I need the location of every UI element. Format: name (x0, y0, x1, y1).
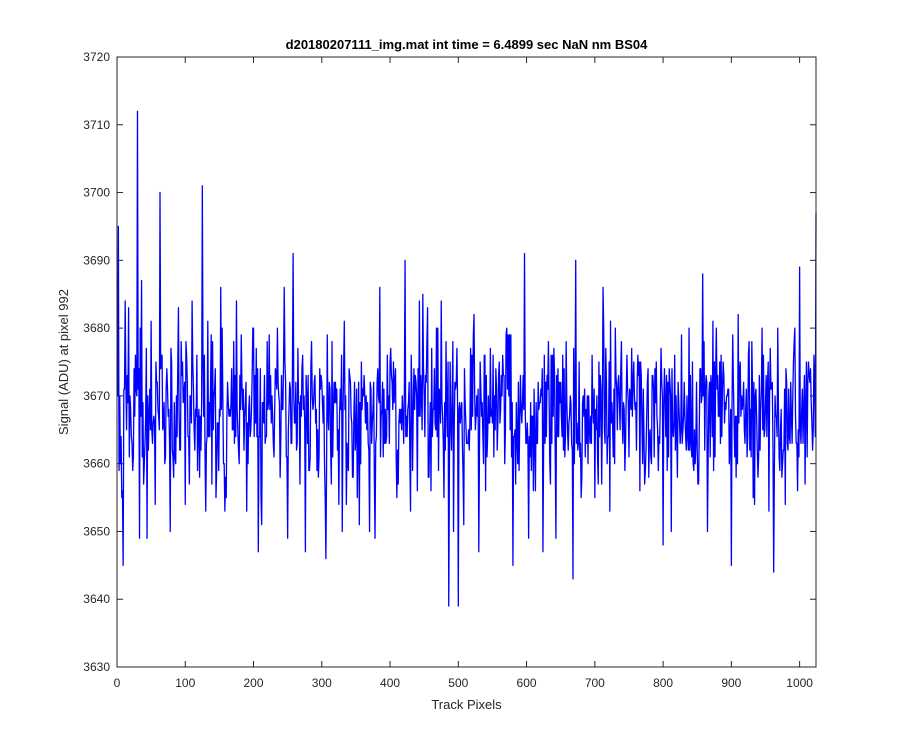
chart-title: d20180207111_img.mat int time = 6.4899 s… (286, 37, 648, 52)
x-tick-label: 300 (312, 676, 332, 690)
x-tick-label: 1000 (786, 676, 813, 690)
tick-marks (116, 56, 816, 668)
y-tick-label: 3670 (83, 389, 110, 403)
y-tick-label: 3680 (83, 321, 110, 335)
x-tick-label: 400 (380, 676, 400, 690)
y-tick-label: 3710 (83, 118, 110, 132)
x-tick-label: 700 (585, 676, 605, 690)
x-tick-label: 900 (721, 676, 741, 690)
y-tick-label: 3690 (83, 253, 110, 267)
x-tick-label: 200 (244, 676, 264, 690)
y-tick-label: 3660 (83, 457, 110, 471)
y-tick-label: 3640 (83, 592, 110, 606)
plot-frame (116, 56, 817, 668)
x-tick-label: 500 (448, 676, 468, 690)
y-tick-label: 3720 (83, 50, 110, 64)
y-tick-label: 3650 (83, 524, 110, 538)
y-axis-label: Signal (ADU) at pixel 992 (56, 289, 71, 435)
x-tick-label: 0 (114, 676, 121, 690)
x-tick-label: 800 (653, 676, 673, 690)
x-tick-label: 100 (175, 676, 195, 690)
x-axis-label: Track Pixels (431, 697, 502, 712)
y-tick-label: 3630 (83, 660, 110, 674)
series-line (117, 110, 817, 607)
x-tick-label: 600 (517, 676, 537, 690)
tick-labels: 0 100 200 300 400 500 600 700 800 900 1000 3630 3640… (83, 50, 813, 690)
y-tick-label: 3700 (83, 186, 110, 200)
